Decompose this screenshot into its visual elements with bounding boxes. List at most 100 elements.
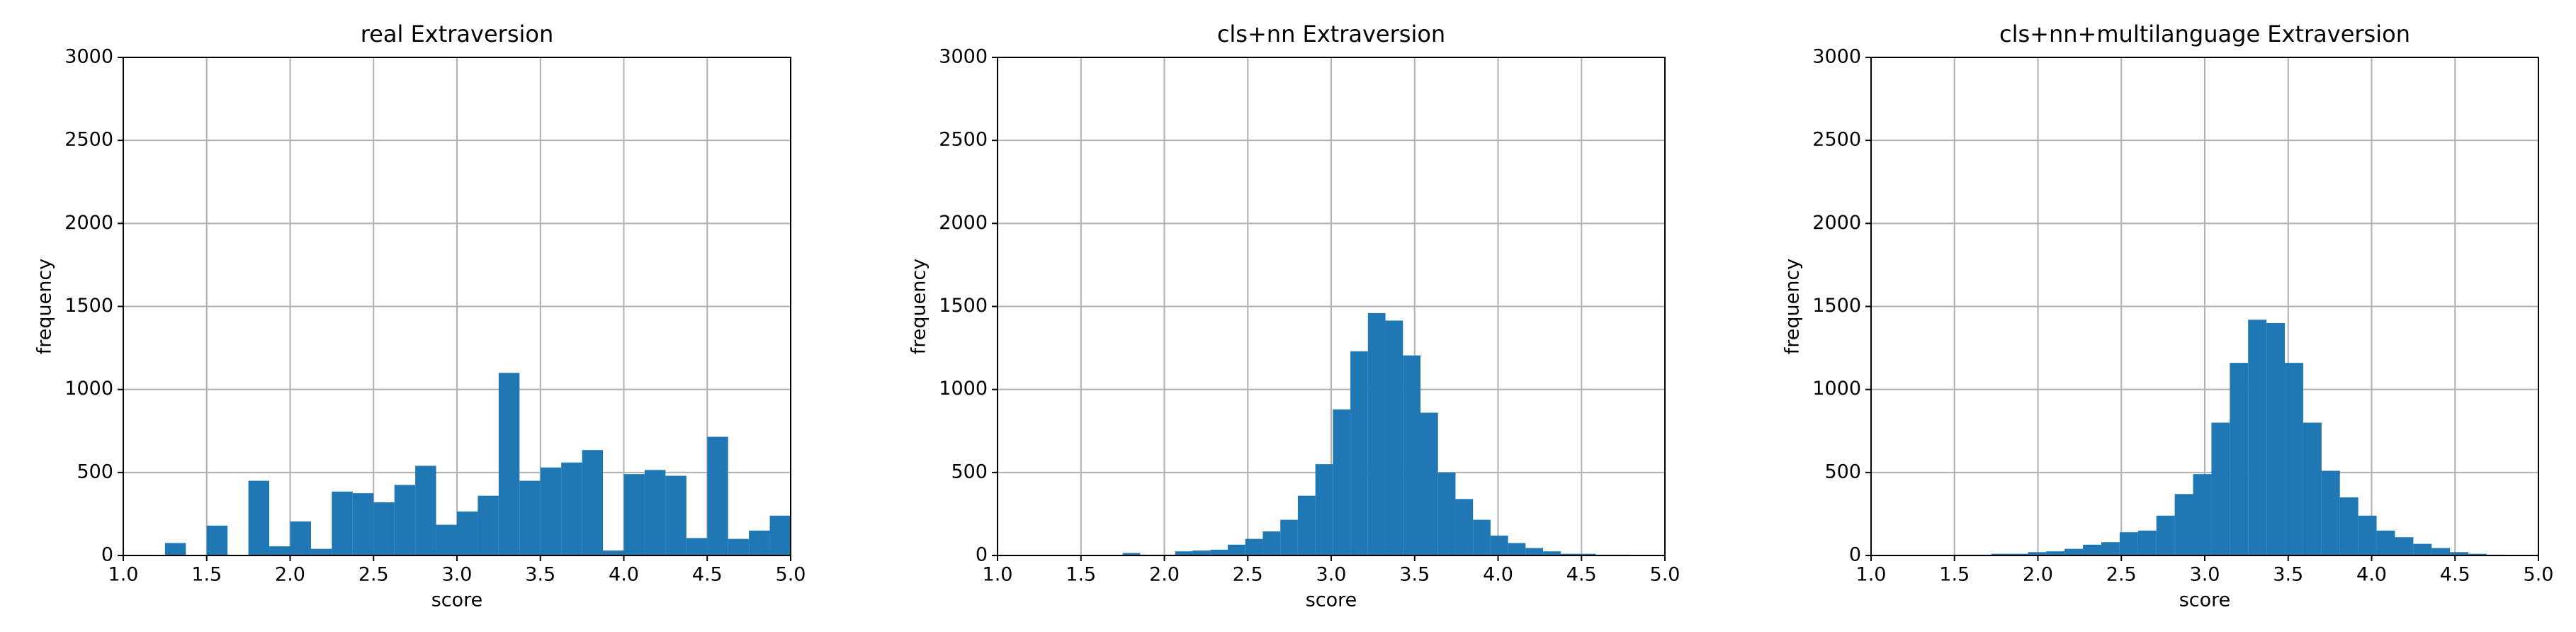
y-tick-label: 1500 bbox=[939, 295, 988, 317]
chart-title: real Extraversion bbox=[361, 21, 553, 47]
bar bbox=[2193, 474, 2212, 555]
x-tick-label: 4.0 bbox=[609, 564, 639, 586]
bar bbox=[373, 502, 395, 555]
y-tick-label: 0 bbox=[1849, 544, 1861, 566]
bar bbox=[540, 467, 562, 555]
bar bbox=[415, 465, 436, 555]
y-tick-label: 500 bbox=[1824, 461, 1861, 483]
bar bbox=[2211, 422, 2230, 555]
bar bbox=[2248, 320, 2267, 555]
bar bbox=[707, 436, 728, 555]
subplot: 1.0 1.5 2.0 2.5 3.0 3.5 4.0 4.5 5.0 0 500 1000 1500 2… bbox=[34, 21, 806, 611]
bar bbox=[436, 524, 457, 555]
x-tick-label: 4.5 bbox=[1566, 564, 1597, 586]
bar bbox=[2376, 530, 2395, 555]
x-tick-label: 2.5 bbox=[2106, 564, 2137, 586]
x-axis-label: score bbox=[2179, 589, 2231, 611]
bar bbox=[1175, 551, 1193, 555]
bar bbox=[686, 538, 708, 555]
x-tick-label: 3.0 bbox=[1316, 564, 1347, 586]
bar bbox=[1543, 551, 1561, 555]
y-tick-label: 2500 bbox=[1812, 129, 1861, 151]
bar bbox=[248, 480, 270, 555]
x-tick-label: 2.0 bbox=[275, 564, 305, 586]
bar bbox=[2285, 363, 2303, 555]
y-tick-label: 1000 bbox=[939, 378, 988, 400]
bar bbox=[2266, 322, 2286, 555]
bar bbox=[1508, 543, 1526, 555]
bar bbox=[1122, 553, 1141, 555]
bar bbox=[665, 475, 687, 555]
x-axis-label: score bbox=[1306, 589, 1357, 611]
x-tick-label: 4.5 bbox=[692, 564, 723, 586]
bar bbox=[2137, 530, 2157, 555]
bar bbox=[644, 470, 666, 555]
y-tick-label: 3000 bbox=[1812, 46, 1861, 68]
bar bbox=[603, 550, 624, 555]
x-tick-label: 5.0 bbox=[1650, 564, 1680, 586]
x-tick-label: 1.0 bbox=[983, 564, 1013, 586]
bar bbox=[1437, 472, 1456, 555]
bar bbox=[769, 515, 791, 555]
bar bbox=[1473, 519, 1491, 555]
x-tick-label: 3.5 bbox=[525, 564, 555, 586]
bar bbox=[2028, 552, 2047, 555]
bar bbox=[1455, 499, 1474, 555]
y-tick-label: 2000 bbox=[1812, 212, 1861, 234]
bar bbox=[2303, 422, 2322, 555]
bar bbox=[2230, 363, 2249, 555]
bar bbox=[1350, 351, 1368, 555]
bar bbox=[352, 493, 374, 555]
bar bbox=[582, 450, 604, 555]
bar bbox=[2046, 551, 2065, 555]
x-tick-label: 1.5 bbox=[1066, 564, 1096, 586]
x-tick-label: 4.0 bbox=[1483, 564, 1513, 586]
bar bbox=[478, 495, 499, 555]
bar bbox=[2431, 548, 2451, 555]
bar bbox=[2156, 515, 2175, 555]
bar bbox=[1280, 519, 1298, 555]
x-tick-label: 4.0 bbox=[2356, 564, 2387, 586]
x-tick-label: 1.5 bbox=[1939, 564, 1970, 586]
bar bbox=[561, 462, 582, 555]
bar bbox=[1297, 495, 1316, 555]
bar bbox=[2174, 494, 2193, 555]
y-axis-label: frequency bbox=[34, 259, 56, 354]
bar bbox=[498, 373, 520, 555]
bar bbox=[623, 474, 645, 555]
bar bbox=[1560, 553, 1578, 555]
bar bbox=[749, 530, 770, 555]
bar bbox=[269, 546, 290, 555]
x-tick-label: 2.5 bbox=[358, 564, 389, 586]
x-tick-label: 1.5 bbox=[191, 564, 222, 586]
bar bbox=[2083, 544, 2101, 555]
bar bbox=[2009, 553, 2028, 555]
bar bbox=[457, 511, 478, 555]
bar bbox=[1315, 464, 1333, 555]
x-tick-label: 1.0 bbox=[108, 564, 139, 586]
bar bbox=[2064, 548, 2084, 555]
bar bbox=[2395, 537, 2414, 555]
bar bbox=[1210, 549, 1228, 555]
subplot: 1.0 1.5 2.0 2.5 3.0 3.5 4.0 4.5 5.0 0 500 1000 1500 2… bbox=[1782, 21, 2554, 611]
bar bbox=[332, 491, 353, 555]
x-tick-label: 1.0 bbox=[1856, 564, 1887, 586]
y-tick-label: 500 bbox=[77, 461, 113, 483]
y-tick-label: 0 bbox=[976, 544, 988, 566]
bar bbox=[728, 538, 750, 555]
subplot: 1.0 1.5 2.0 2.5 3.0 3.5 4.0 4.5 5.0 0 500 1000 1500 2… bbox=[908, 21, 1680, 611]
x-tick-label: 3.0 bbox=[442, 564, 473, 586]
y-axis-label: frequency bbox=[1782, 259, 1804, 354]
bar bbox=[1525, 548, 1544, 555]
y-tick-label: 1000 bbox=[1812, 378, 1861, 400]
y-tick-label: 1000 bbox=[64, 378, 113, 400]
bar bbox=[1420, 412, 1438, 555]
bar bbox=[2450, 552, 2469, 555]
bar bbox=[2321, 470, 2340, 555]
bar bbox=[2339, 497, 2358, 555]
bar bbox=[290, 521, 311, 555]
bar bbox=[1192, 550, 1211, 555]
y-tick-label: 0 bbox=[101, 544, 113, 566]
bar bbox=[1245, 538, 1263, 555]
bar bbox=[1227, 544, 1245, 555]
